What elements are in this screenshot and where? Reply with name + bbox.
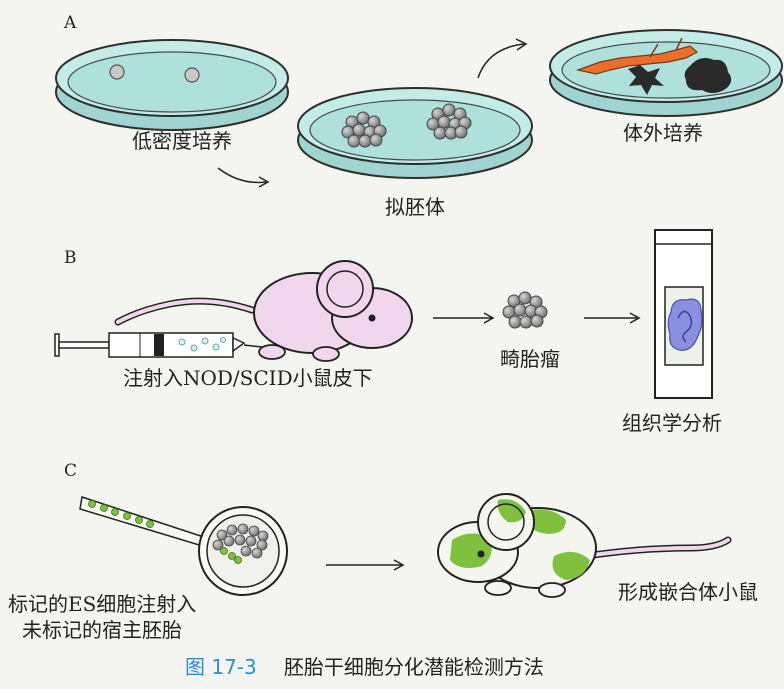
differentiated-star-cell bbox=[628, 65, 664, 95]
in-vitro-label: 体外培养 bbox=[623, 121, 703, 145]
arrow-icon bbox=[584, 312, 641, 324]
injection-label-line1: 标记的ES细胞注射入 bbox=[8, 592, 196, 616]
single-cell bbox=[109, 64, 125, 80]
petri-dish-in-vitro bbox=[549, 29, 783, 117]
panel-c-letter: C bbox=[64, 461, 77, 481]
panel-b-letter: B bbox=[64, 248, 77, 268]
curved-arrow-icon bbox=[477, 43, 525, 79]
teratoma-label: 畸胎瘤 bbox=[500, 347, 560, 371]
single-cell bbox=[184, 67, 200, 83]
panel-a-letter: A bbox=[63, 13, 77, 33]
host-embryo bbox=[198, 506, 288, 596]
petri-dish-low-density bbox=[55, 39, 289, 131]
injection-label: 注射入NOD/SCID小鼠皮下 bbox=[123, 366, 373, 390]
tissue-section bbox=[667, 298, 703, 351]
figure-caption: 图 17-3 胚胎干细胞分化潜能检测方法 bbox=[185, 655, 544, 679]
differentiated-neuron bbox=[575, 45, 699, 75]
histology-slide bbox=[654, 229, 713, 399]
curved-arrow-icon bbox=[217, 167, 267, 184]
figure-number: 图 17-3 bbox=[185, 655, 257, 679]
embryoid-body-cluster bbox=[341, 111, 387, 148]
low-density-label: 低密度培养 bbox=[132, 129, 232, 153]
figure-title: 胚胎干细胞分化潜能检测方法 bbox=[284, 655, 544, 679]
embryoid-label: 拟胚体 bbox=[385, 195, 445, 219]
arrow-icon bbox=[433, 312, 495, 324]
injection-label-line2: 未标记的宿主胚胎 bbox=[22, 618, 182, 642]
chimera-mouse-illustration bbox=[437, 493, 732, 598]
micropipette-icon bbox=[79, 496, 223, 552]
arrow-icon bbox=[326, 559, 405, 571]
mouse-illustration bbox=[114, 260, 413, 362]
teratoma-cluster bbox=[502, 291, 548, 329]
petri-dish-embryoid bbox=[297, 87, 533, 179]
embryoid-body-cluster bbox=[426, 103, 472, 140]
differentiated-blob-cell bbox=[684, 58, 732, 93]
chimera-label: 形成嵌合体小鼠 bbox=[618, 580, 758, 604]
histology-label: 组织学分析 bbox=[622, 411, 722, 435]
syringe-icon bbox=[54, 332, 263, 358]
